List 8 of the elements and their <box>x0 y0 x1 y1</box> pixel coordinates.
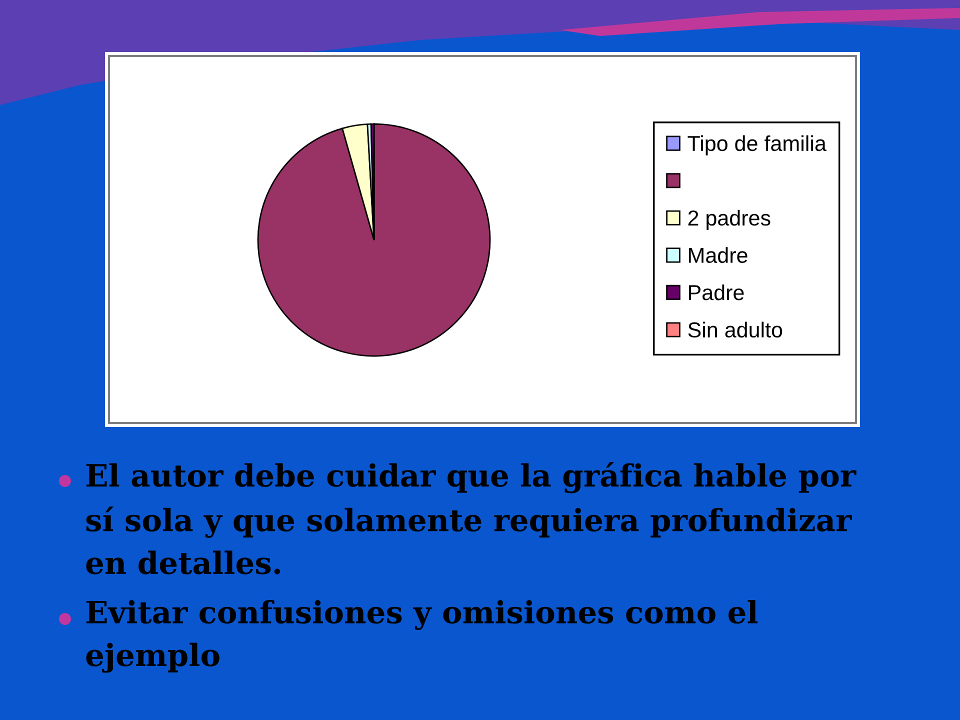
legend-label: Sin adulto <box>688 322 782 338</box>
legend-label: Padre <box>689 284 744 300</box>
text: Evitar confusiones y omisiones como el ejemplo <box>86 600 758 673</box>
legend-label: Tipo de familia <box>688 135 826 156</box>
text: El autor debe cuidar que la gráfica hable por sí sola y que solamente requiera profundizar en detalles. <box>86 462 856 574</box>
legend-label: 2 padres <box>688 210 770 230</box>
pie-slice <box>257 123 491 357</box>
legend-label: Madre <box>689 247 748 263</box>
